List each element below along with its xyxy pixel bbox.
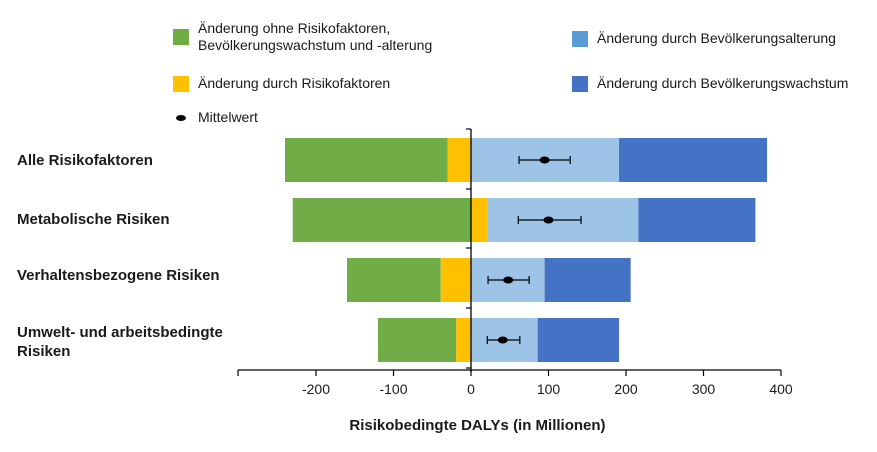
legend-item-risk-factors: Änderung durch Risikofaktoren bbox=[173, 75, 390, 92]
legend-label: Mittelwert bbox=[198, 109, 258, 125]
bar-segment-yellow bbox=[447, 138, 471, 182]
means-group bbox=[486, 156, 582, 344]
x-axis-ticks: -200 -100 0 100 200 300 400 bbox=[237, 370, 793, 397]
legend-label: Änderung ohne Risikofaktoren, Bevölkerun… bbox=[198, 20, 433, 53]
bars-group bbox=[285, 138, 768, 362]
bar-segment-dark-blue bbox=[619, 138, 768, 182]
legend-swatch-green bbox=[173, 29, 189, 45]
category-label-environmental: Umwelt- und arbeitsbedingte Risiken bbox=[17, 324, 223, 360]
x-axis-title: Risikobedingte DALYs (in Millionen) bbox=[349, 417, 606, 434]
legend-label: Änderung durch Bevölkerungswachstum bbox=[597, 75, 849, 91]
x-tick-label: 100 bbox=[537, 381, 561, 397]
legend-label: Änderung durch Risikofaktoren bbox=[198, 75, 391, 91]
legend-item-aging: Änderung durch Bevölkerungsalterung bbox=[572, 30, 836, 47]
x-tick-label: -100 bbox=[379, 381, 407, 397]
bar-segment-yellow bbox=[440, 258, 471, 302]
legend-swatch-dark-blue bbox=[572, 76, 588, 92]
bar-segment-dark-blue bbox=[537, 318, 620, 362]
mean-marker bbox=[503, 276, 514, 284]
bar-segment-green bbox=[378, 318, 457, 362]
legend-swatch-light-blue bbox=[572, 31, 588, 47]
legend-item-growth: Änderung durch Bevölkerungswachstum bbox=[572, 75, 848, 92]
legend-item-mean: Mittelwert bbox=[173, 109, 258, 126]
x-tick-label: 400 bbox=[769, 381, 793, 397]
mean-marker bbox=[539, 156, 550, 164]
bar-segment-dark-blue bbox=[544, 258, 631, 302]
mean-marker bbox=[543, 216, 554, 224]
bar-segment-yellow bbox=[456, 318, 471, 362]
bar-segment-yellow bbox=[471, 198, 488, 242]
category-label-metabolic: Metabolische Risiken bbox=[17, 211, 170, 228]
legend-swatch-yellow bbox=[173, 76, 189, 92]
x-tick-label: 0 bbox=[467, 381, 475, 397]
bar-segment-green bbox=[292, 198, 471, 242]
legend-item-baseline-change: Änderung ohne Risikofaktoren, Bevölkerun… bbox=[173, 20, 432, 54]
x-tick-label: 200 bbox=[614, 381, 638, 397]
bar-segment-dark-blue bbox=[638, 198, 756, 242]
x-tick-label: 300 bbox=[692, 381, 716, 397]
bar-segment-green bbox=[285, 138, 448, 182]
bar-segment-green bbox=[347, 258, 441, 302]
y-axis-ticks bbox=[466, 128, 471, 369]
mean-marker bbox=[497, 336, 508, 344]
category-label-all: Alle Risikofaktoren bbox=[17, 152, 153, 169]
mean-dot-icon bbox=[176, 115, 186, 121]
x-tick-label: -200 bbox=[302, 381, 330, 397]
legend-label: Änderung durch Bevölkerungsalterung bbox=[597, 30, 836, 46]
category-label-behavioral: Verhaltensbezogene Risiken bbox=[17, 267, 220, 284]
